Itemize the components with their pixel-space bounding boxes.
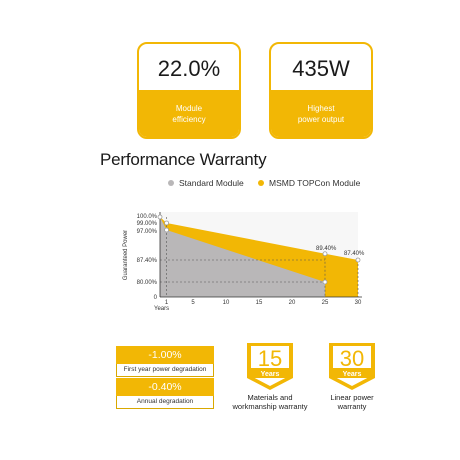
badge-unit-band: [333, 368, 371, 378]
power-card: 435W Highest power output: [269, 42, 373, 139]
y-tick-label: 80.00%: [137, 280, 158, 286]
data-label: 89.40%: [316, 246, 337, 252]
x-axis-title: Years: [154, 306, 169, 312]
y-tick-label: 0: [154, 295, 158, 301]
x-tick-label: 5: [191, 300, 195, 306]
badge-unit-band: [251, 368, 289, 378]
annual-degradation-value: -0.40%: [116, 378, 214, 396]
badge-unit: Years: [261, 371, 280, 378]
y-tick-label: 97.00%: [137, 229, 158, 235]
x-tick-label: 10: [223, 300, 230, 306]
linear-warranty-caption: Linear power warranty: [330, 393, 374, 411]
legend-standard: Standard Module: [168, 178, 244, 188]
first-year-degradation-caption: First year power degradation: [116, 364, 214, 377]
data-point-4: [355, 257, 361, 263]
x-tick-label: 15: [256, 300, 263, 306]
y-tick-label: 100.0%: [137, 214, 158, 220]
legend-topcon-label: MSMD TOPCon Module: [269, 178, 361, 188]
data-point-2: [164, 227, 170, 233]
badge-number: 15: [258, 346, 282, 371]
y-axis-title: Guaranteed Power: [123, 230, 129, 280]
power-value: 435W: [292, 56, 350, 81]
section-title: Performance Warranty: [100, 150, 267, 169]
legend-standard-swatch: [168, 180, 174, 186]
badge-unit: Years: [343, 371, 362, 378]
efficiency-value: 22.0%: [157, 56, 221, 81]
annual-degradation-caption: Annual degradation: [116, 396, 214, 409]
data-point-5: [322, 279, 328, 285]
first-year-degradation-box: -1.00% First year power degradation: [116, 346, 214, 377]
legend-standard-label: Standard Module: [179, 178, 244, 188]
materials-warranty-caption: Materials and workmanship warranty: [232, 393, 308, 411]
x-tick-label: 30: [355, 300, 362, 306]
linear-warranty-badge: 30 Years: [329, 343, 375, 390]
y-tick-label: 99.00%: [137, 221, 158, 227]
power-caption-band: Highest power output: [271, 90, 371, 137]
x-tick-label: 1: [165, 300, 169, 306]
data-point-0: [157, 214, 163, 220]
power-caption: Highest power output: [297, 103, 345, 124]
efficiency-caption: Module efficiency: [172, 103, 206, 124]
series-area-standard: [160, 217, 325, 297]
badge-number: 30: [340, 346, 364, 371]
first-year-degradation-value: -1.00%: [116, 346, 214, 364]
y-tick-label: 87.40%: [137, 258, 158, 264]
x-tick-label: 20: [289, 300, 296, 306]
x-tick-label: 25: [322, 300, 329, 306]
efficiency-card: 22.0% Module efficiency: [137, 42, 241, 139]
data-label: 87.40%: [344, 251, 365, 257]
data-point-1: [164, 220, 170, 226]
annual-degradation-box: -0.40% Annual degradation: [116, 378, 214, 409]
efficiency-caption-band: Module efficiency: [139, 90, 239, 137]
legend-topcon-swatch: [258, 180, 264, 186]
data-point-3: [322, 251, 328, 257]
legend-topcon: MSMD TOPCon Module: [258, 178, 360, 188]
materials-warranty-badge: 15 Years: [247, 343, 293, 390]
